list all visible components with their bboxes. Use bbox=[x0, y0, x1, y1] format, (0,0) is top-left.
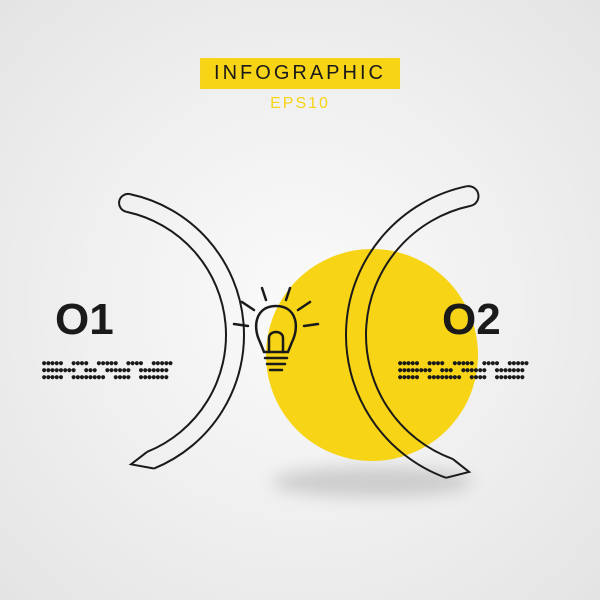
title-badge: INFOGRAPHIC bbox=[200, 58, 400, 89]
subtitle: EPS10 bbox=[200, 95, 400, 113]
step-text-1: ●●●●● ●●●● ●●●●● ●●●● ●●●●● ●●●●●●●● ●●●… bbox=[42, 360, 173, 381]
lightbulb-icon bbox=[234, 288, 318, 370]
left-arc-arrow bbox=[119, 194, 244, 469]
step-number-1: O1 bbox=[55, 295, 114, 345]
infographic-stage: O1 ●●●●● ●●●● ●●●●● ●●●● ●●●●● ●●●●●●●● … bbox=[0, 160, 600, 520]
step-number-2: O2 bbox=[442, 295, 501, 345]
header: INFOGRAPHIC EPS10 bbox=[200, 58, 400, 113]
step-text-2: ●●●●● ●●●● ●●●●● ●●●● ●●●●● ●●●●●●●● ●●●… bbox=[398, 360, 529, 381]
